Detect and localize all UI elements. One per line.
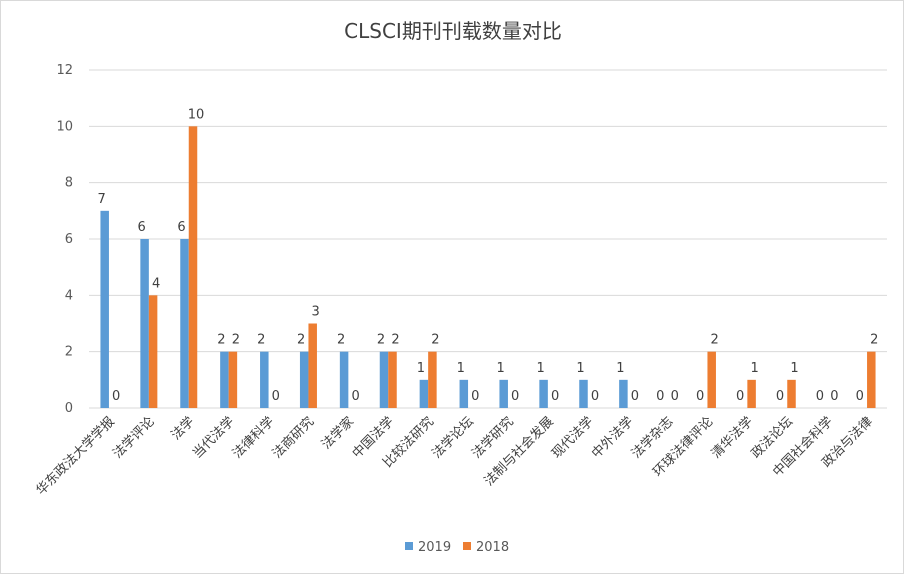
legend-swatch	[405, 542, 413, 550]
bar-2019	[419, 379, 429, 408]
data-label: 2	[232, 333, 240, 348]
data-label: 0	[631, 389, 639, 404]
bar-2019	[260, 351, 269, 408]
data-label: 0	[736, 389, 744, 404]
y-tick-label: 12	[56, 63, 73, 78]
data-label: 7	[98, 192, 106, 207]
legend-label: 2019	[418, 540, 451, 555]
y-tick-label: 4	[65, 288, 73, 303]
bar-2019	[619, 379, 628, 408]
data-label: 0	[856, 389, 864, 404]
data-label: 0	[671, 389, 679, 404]
y-tick-label: 8	[65, 176, 73, 191]
bar-2019	[180, 239, 189, 408]
bar-2019	[499, 379, 508, 408]
category-label: 法律科学	[229, 414, 277, 462]
category-label: 当代法学	[189, 414, 237, 462]
data-label: 0	[112, 389, 120, 404]
bars	[100, 126, 876, 408]
data-label: 0	[272, 389, 280, 404]
bar-2018	[308, 323, 317, 408]
data-label: 2	[391, 333, 399, 348]
y-tick-label: 2	[65, 345, 73, 360]
data-label: 0	[551, 389, 559, 404]
bar-2018	[428, 351, 437, 408]
legend-label: 2018	[476, 540, 509, 555]
data-label: 0	[696, 389, 704, 404]
category-label: 清华法学	[708, 414, 756, 462]
data-label: 6	[177, 220, 185, 235]
data-label: 0	[816, 389, 824, 404]
data-label: 2	[337, 333, 345, 348]
data-label: 0	[656, 389, 664, 404]
data-label: 0	[591, 389, 599, 404]
category-label: 现代法学	[548, 414, 596, 462]
bar-2018	[188, 126, 198, 408]
category-label: 法学评论	[110, 414, 158, 462]
data-label: 2	[297, 333, 305, 348]
data-label: 1	[576, 361, 584, 376]
bar-2018	[747, 379, 756, 408]
bar-2019	[579, 379, 588, 408]
bar-2019	[220, 351, 229, 408]
data-label: 2	[870, 333, 878, 348]
gridlines	[89, 69, 887, 409]
data-label: 2	[711, 333, 719, 348]
data-label: 1	[536, 361, 544, 376]
data-label: 1	[790, 361, 798, 376]
data-label: 2	[377, 333, 385, 348]
data-label: 0	[830, 389, 838, 404]
data-label: 1	[616, 361, 624, 376]
data-label: 3	[312, 305, 320, 320]
data-label: 2	[431, 333, 439, 348]
y-tick-label: 0	[65, 401, 73, 416]
bar-2019	[459, 379, 469, 408]
category-label: 法学家	[318, 414, 357, 453]
bar-2019	[140, 239, 149, 408]
data-label: 10	[188, 107, 205, 122]
data-label: 2	[257, 333, 265, 348]
data-label: 0	[511, 389, 519, 404]
data-label: 0	[471, 389, 479, 404]
bar-2018	[867, 351, 876, 408]
category-label: 法学	[168, 414, 198, 444]
data-label: 1	[457, 361, 465, 376]
data-label: 1	[417, 361, 425, 376]
data-label: 6	[137, 220, 145, 235]
bar-2019	[299, 351, 309, 408]
y-tick-label: 10	[56, 119, 73, 134]
bar-2019	[539, 379, 548, 408]
bar-2018	[787, 379, 796, 408]
bar-2018	[148, 295, 158, 408]
legend-swatch	[463, 542, 471, 550]
bar-2019	[339, 351, 349, 408]
category-label: 华东政法大学学报	[33, 414, 118, 499]
y-tick-label: 6	[65, 232, 73, 247]
category-label: 中外法学	[588, 414, 636, 462]
data-label: 0	[776, 389, 784, 404]
bar-2019	[379, 351, 389, 408]
bar-2018	[228, 351, 238, 408]
chart-title: CLSCI期刊刊载数量对比	[344, 19, 562, 43]
category-label: 法学论坛	[429, 414, 477, 462]
y-axis-ticks: 0 2 4 6 8 10 12	[56, 63, 73, 416]
category-label: 法商研究	[270, 414, 317, 461]
bar-2018	[388, 351, 397, 408]
data-label: 4	[152, 276, 160, 291]
category-label: 法制与社会发展	[481, 414, 557, 490]
legend: 2019 2018	[405, 540, 509, 555]
data-label: 2	[217, 333, 225, 348]
bar-2018	[707, 351, 716, 408]
bar-2019	[100, 210, 109, 408]
data-label: 0	[351, 389, 359, 404]
data-label: 1	[497, 361, 505, 376]
data-label: 1	[750, 361, 758, 376]
